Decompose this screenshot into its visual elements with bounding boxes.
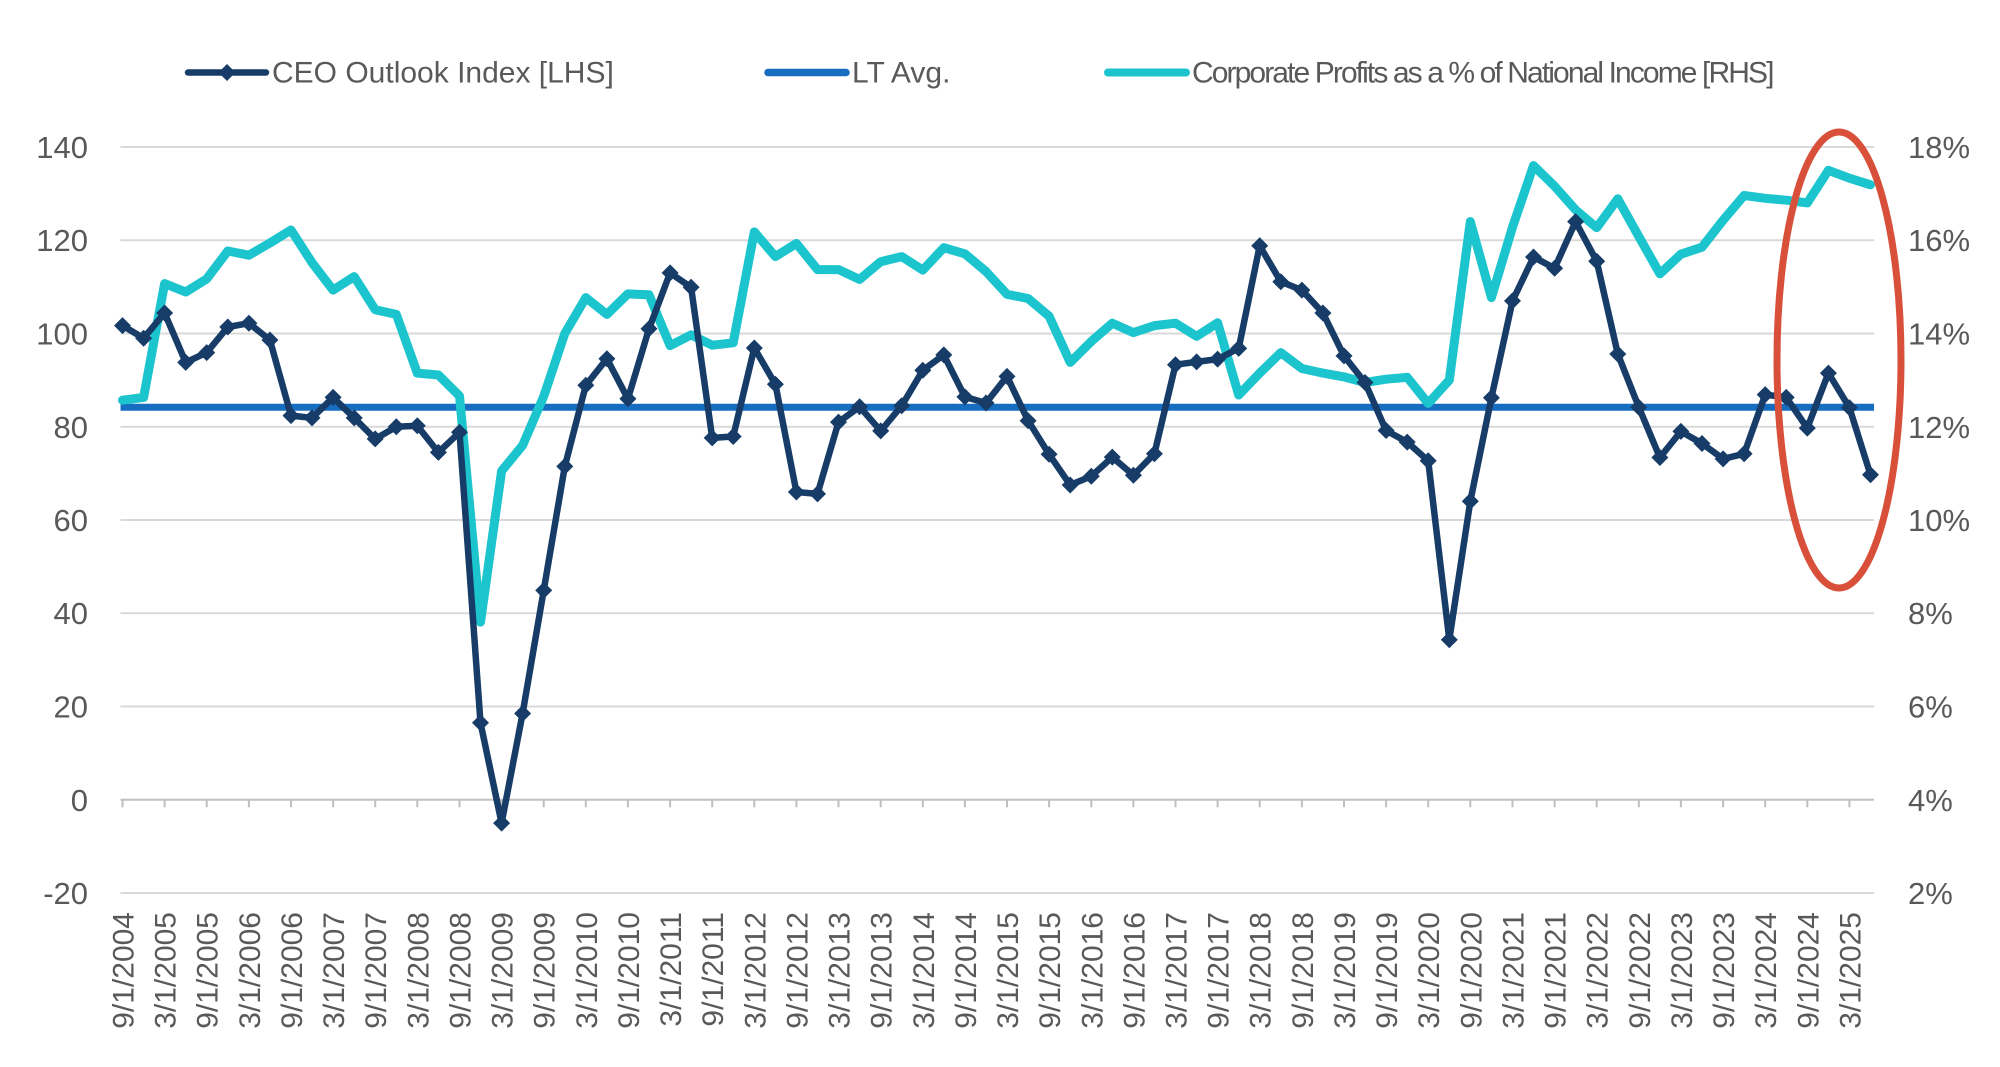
svg-text:3/1/2018: 3/1/2018 xyxy=(1245,912,1278,1029)
svg-text:3/1/2007: 3/1/2007 xyxy=(318,912,351,1029)
svg-text:3/1/2015: 3/1/2015 xyxy=(992,912,1025,1029)
svg-text:3/1/2005: 3/1/2005 xyxy=(150,912,183,1029)
svg-text:9/1/2024: 9/1/2024 xyxy=(1792,912,1825,1029)
svg-text:-20: -20 xyxy=(43,876,88,911)
svg-text:9/1/2022: 9/1/2022 xyxy=(1624,912,1657,1029)
svg-text:12%: 12% xyxy=(1908,410,1970,445)
svg-text:18%: 18% xyxy=(1908,130,1970,165)
svg-text:LT Avg.: LT Avg. xyxy=(852,57,950,90)
svg-text:2%: 2% xyxy=(1908,876,1953,911)
svg-text:3/1/2014: 3/1/2014 xyxy=(908,912,941,1029)
svg-text:80: 80 xyxy=(54,410,88,445)
svg-text:10%: 10% xyxy=(1908,503,1970,538)
svg-text:8%: 8% xyxy=(1908,596,1953,631)
svg-text:3/1/2008: 3/1/2008 xyxy=(402,912,435,1029)
svg-text:40: 40 xyxy=(54,596,88,631)
svg-text:3/1/2022: 3/1/2022 xyxy=(1582,912,1615,1029)
svg-text:3/1/2020: 3/1/2020 xyxy=(1413,912,1446,1029)
svg-text:9/1/2010: 9/1/2010 xyxy=(613,912,646,1029)
svg-text:3/1/2010: 3/1/2010 xyxy=(571,912,604,1029)
svg-text:100: 100 xyxy=(36,317,88,352)
svg-text:9/1/2005: 9/1/2005 xyxy=(192,912,225,1029)
svg-text:120: 120 xyxy=(36,223,88,258)
svg-text:9/1/2020: 9/1/2020 xyxy=(1455,912,1488,1029)
svg-text:3/1/2012: 3/1/2012 xyxy=(739,912,772,1029)
svg-text:140: 140 xyxy=(36,130,88,165)
svg-text:9/1/2012: 9/1/2012 xyxy=(781,912,814,1029)
svg-text:20: 20 xyxy=(54,690,88,725)
svg-text:9/1/2004: 9/1/2004 xyxy=(108,912,141,1029)
svg-text:9/1/2018: 9/1/2018 xyxy=(1287,912,1320,1029)
svg-text:CEO Outlook Index [LHS]: CEO Outlook Index [LHS] xyxy=(272,57,614,90)
svg-text:60: 60 xyxy=(54,503,88,538)
svg-text:3/1/2025: 3/1/2025 xyxy=(1834,912,1867,1029)
svg-text:9/1/2017: 9/1/2017 xyxy=(1203,912,1236,1029)
svg-text:9/1/2008: 9/1/2008 xyxy=(445,912,478,1029)
svg-text:9/1/2009: 9/1/2009 xyxy=(529,912,562,1029)
svg-text:Corporate Profits as a % of Na: Corporate Profits as a % of National Inc… xyxy=(1192,57,1773,90)
svg-text:4%: 4% xyxy=(1908,783,1953,818)
svg-text:9/1/2019: 9/1/2019 xyxy=(1371,912,1404,1029)
svg-text:9/1/2015: 9/1/2015 xyxy=(1034,912,1067,1029)
svg-text:9/1/2013: 9/1/2013 xyxy=(866,912,899,1029)
svg-text:14%: 14% xyxy=(1908,317,1970,352)
svg-text:0: 0 xyxy=(71,783,88,818)
svg-text:3/1/2023: 3/1/2023 xyxy=(1666,912,1699,1029)
svg-text:3/1/2017: 3/1/2017 xyxy=(1161,912,1194,1029)
svg-text:3/1/2009: 3/1/2009 xyxy=(487,912,520,1029)
svg-text:3/1/2024: 3/1/2024 xyxy=(1750,912,1783,1029)
svg-text:3/1/2019: 3/1/2019 xyxy=(1329,912,1362,1029)
svg-text:9/1/2023: 9/1/2023 xyxy=(1708,912,1741,1029)
svg-text:9/1/2016: 9/1/2016 xyxy=(1118,912,1151,1029)
svg-text:9/1/2007: 9/1/2007 xyxy=(360,912,393,1029)
svg-text:9/1/2021: 9/1/2021 xyxy=(1540,912,1573,1029)
svg-text:9/1/2014: 9/1/2014 xyxy=(950,912,983,1029)
svg-text:3/1/2021: 3/1/2021 xyxy=(1498,912,1531,1029)
svg-text:9/1/2011: 9/1/2011 xyxy=(697,912,730,1027)
svg-text:9/1/2006: 9/1/2006 xyxy=(276,912,309,1029)
svg-text:3/1/2016: 3/1/2016 xyxy=(1076,912,1109,1029)
svg-text:16%: 16% xyxy=(1908,223,1970,258)
svg-text:6%: 6% xyxy=(1908,690,1953,725)
svg-text:3/1/2013: 3/1/2013 xyxy=(824,912,857,1029)
svg-text:3/1/2011: 3/1/2011 xyxy=(655,912,688,1027)
svg-text:3/1/2006: 3/1/2006 xyxy=(234,912,267,1029)
